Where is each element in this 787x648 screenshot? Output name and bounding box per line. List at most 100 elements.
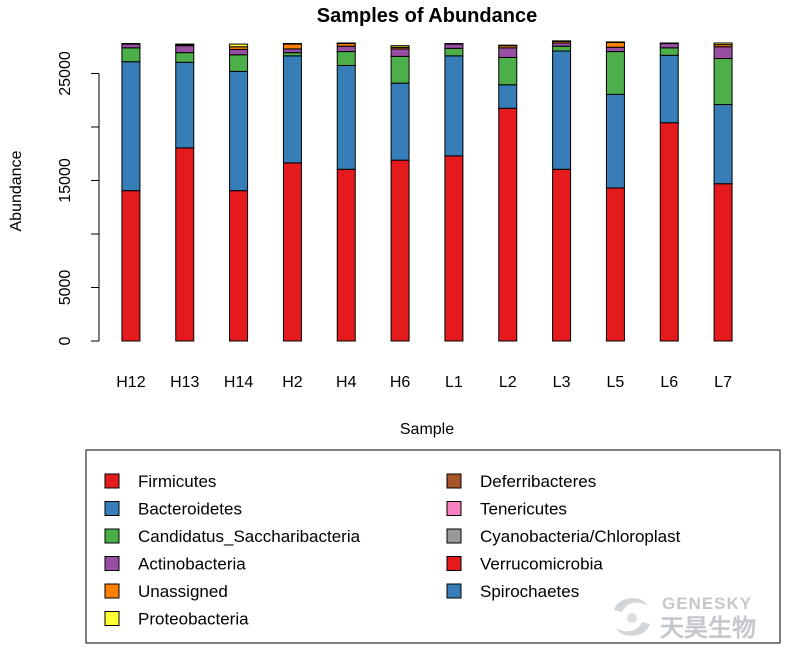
watermark-latin: GENESKY bbox=[662, 594, 752, 613]
bar-segment bbox=[713, 42, 733, 46]
x-tick-label: H6 bbox=[390, 374, 411, 391]
bar-segment bbox=[390, 48, 410, 57]
bar-segment bbox=[121, 190, 141, 342]
bar-segment bbox=[336, 64, 356, 170]
legend-entry: Spirochaetes bbox=[480, 582, 579, 601]
y-tick-label: 15000 bbox=[57, 158, 74, 203]
legend-entry: Unassigned bbox=[138, 582, 228, 601]
bar-segment bbox=[605, 41, 625, 43]
legend-entry: Deferribacteres bbox=[480, 472, 596, 491]
bar-segment bbox=[336, 42, 356, 45]
bar-segment bbox=[659, 54, 679, 124]
bar-segment bbox=[175, 147, 195, 342]
x-tick-label: L2 bbox=[499, 374, 517, 391]
bar-segment bbox=[713, 104, 733, 185]
legend-entry: Candidatus_Saccharibacteria bbox=[138, 527, 361, 546]
bar-segment bbox=[659, 47, 679, 56]
bar-segment bbox=[498, 47, 518, 58]
bar-segment bbox=[605, 93, 625, 189]
x-tick-label: L6 bbox=[660, 374, 678, 391]
genesky-logo: GENESKY 天昊生物 bbox=[614, 594, 756, 642]
bar-segment bbox=[552, 50, 572, 170]
bar-segment bbox=[659, 42, 679, 45]
legend-swatch bbox=[104, 528, 120, 544]
legend-swatch bbox=[446, 556, 462, 571]
watermark-chinese: 天昊生物 bbox=[660, 615, 756, 642]
legend-swatch bbox=[104, 611, 120, 626]
bar-segment bbox=[552, 168, 572, 342]
bars bbox=[121, 40, 733, 342]
bar-segment bbox=[175, 43, 195, 46]
y-axis-label: Abundance bbox=[8, 150, 25, 231]
bar-segment bbox=[121, 61, 141, 192]
bar-segment bbox=[336, 51, 356, 66]
bar-segment bbox=[336, 168, 356, 342]
bar-segment bbox=[229, 43, 249, 48]
bar-segment bbox=[444, 55, 464, 157]
bar-segment bbox=[552, 40, 572, 42]
y-tick-label: 0 bbox=[57, 336, 74, 345]
bar-segment bbox=[552, 45, 572, 52]
bar-segment bbox=[282, 55, 302, 164]
bar-segment bbox=[121, 47, 141, 63]
legend-swatch bbox=[446, 528, 462, 544]
bar-segment bbox=[390, 45, 410, 48]
chart-title: Samples of Abundance bbox=[317, 5, 537, 27]
bar-segment bbox=[713, 183, 733, 342]
x-tick-label: H12 bbox=[116, 374, 145, 391]
y-tick-label: 25000 bbox=[57, 51, 74, 96]
bar-segment bbox=[336, 45, 356, 53]
legend-entry: Firmicutes bbox=[138, 472, 216, 491]
legend-entry: Cyanobacteria/Chloroplast bbox=[480, 527, 681, 546]
bar-segment bbox=[229, 48, 249, 56]
y-axis: 0 5000 15000 25000 bbox=[57, 51, 100, 345]
bar-segment bbox=[175, 45, 195, 54]
x-axis-label: Sample bbox=[400, 421, 454, 438]
x-tick-label: L7 bbox=[714, 374, 732, 391]
x-tick-label: L3 bbox=[553, 374, 571, 391]
x-tick-label: H2 bbox=[282, 374, 303, 391]
bar-segment bbox=[605, 187, 625, 342]
bar-segment bbox=[229, 70, 249, 192]
x-tick-label: H14 bbox=[224, 374, 253, 391]
legend-swatch bbox=[104, 556, 120, 571]
bar-segment bbox=[444, 43, 464, 45]
x-axis: H12 H13 H14 H2 H4 H6 L1 L2 L3 L5 L6 L7 bbox=[116, 374, 732, 391]
bar-segment bbox=[282, 43, 302, 50]
bar-segment bbox=[444, 155, 464, 342]
bar-segment bbox=[390, 82, 410, 161]
bar-segment bbox=[498, 56, 518, 86]
bar-segment bbox=[659, 122, 679, 342]
bar-segment bbox=[444, 43, 464, 49]
bar-segment bbox=[498, 44, 518, 47]
legend-entry: Bacteroidetes bbox=[138, 500, 242, 519]
legend-entry: Tenericutes bbox=[480, 500, 567, 519]
bar-segment bbox=[390, 159, 410, 342]
bar-segment bbox=[444, 47, 464, 57]
bar-segment bbox=[121, 43, 141, 45]
bar-segment bbox=[282, 48, 302, 54]
legend-swatch bbox=[446, 583, 462, 599]
x-tick-label: H13 bbox=[170, 374, 199, 391]
legend-swatch bbox=[446, 473, 462, 489]
bar-segment bbox=[229, 54, 249, 72]
legend-swatch bbox=[104, 473, 120, 489]
bar-segment bbox=[605, 51, 625, 95]
legend-swatch bbox=[446, 501, 462, 516]
bar-segment bbox=[390, 55, 410, 84]
x-tick-label: L1 bbox=[445, 374, 463, 391]
legend-box bbox=[85, 449, 781, 644]
legend-swatch bbox=[104, 501, 120, 516]
bar-segment bbox=[605, 41, 625, 48]
logo-swirl-icon bbox=[614, 598, 650, 636]
bar-segment bbox=[175, 52, 195, 63]
bar-segment bbox=[713, 46, 733, 60]
legend-entry: Verrucomicrobia bbox=[480, 555, 603, 574]
bar-segment bbox=[282, 162, 302, 342]
bar-segment bbox=[121, 43, 141, 49]
bar-segment bbox=[498, 107, 518, 342]
bar-segment bbox=[498, 84, 518, 109]
legend: Firmicutes Bacteroidetes Candidatus_Saccha… bbox=[85, 449, 781, 644]
bar-segment bbox=[282, 43, 302, 45]
legend-entry: Actinobacteria bbox=[138, 555, 246, 574]
